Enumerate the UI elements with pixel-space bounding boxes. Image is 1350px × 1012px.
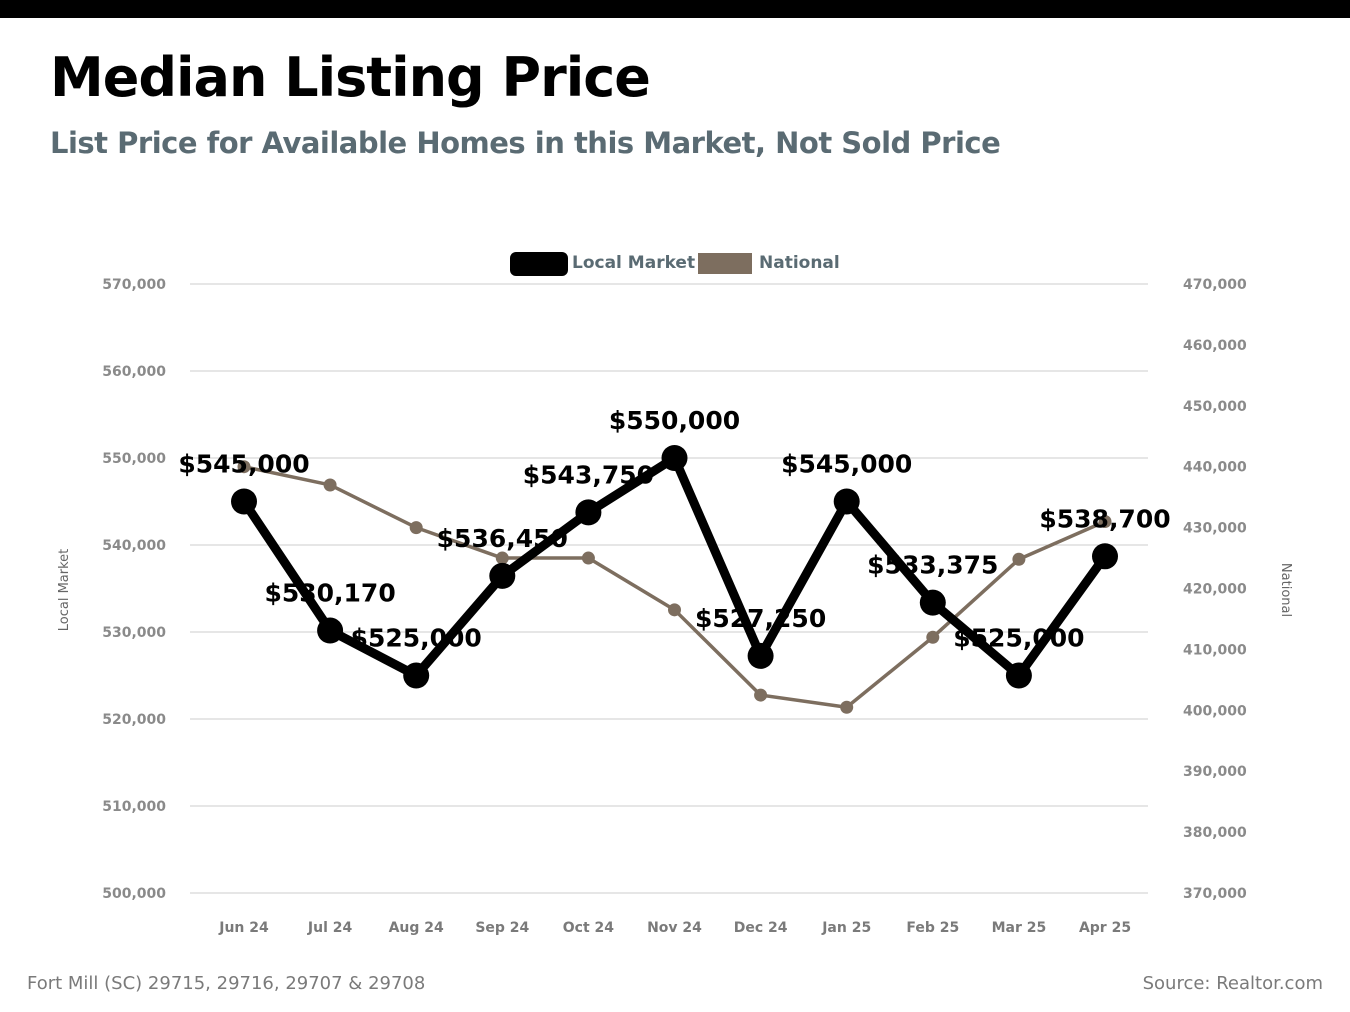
x-tick-label: Dec 24 — [734, 920, 788, 936]
x-tick-label: Oct 24 — [563, 920, 615, 936]
local-market-point — [1005, 662, 1032, 689]
chart-title: Median Listing Price — [50, 46, 651, 109]
x-tick-label: Aug 24 — [389, 920, 444, 936]
national-point — [840, 700, 854, 714]
local-market-series — [231, 445, 1118, 689]
national-series — [237, 460, 1112, 714]
chart-subtitle: List Price for Available Homes in this M… — [50, 126, 1001, 160]
y-right-tick-label: 400,000 — [1183, 703, 1247, 719]
data-labels: $545,000 $530,170 $525,000 $536,450 $543,750… — [178, 406, 1170, 653]
local-market-point — [747, 642, 774, 669]
y-left-tick-label: 550,000 — [102, 451, 166, 467]
national-point — [668, 603, 681, 617]
legend-swatch-national — [698, 253, 752, 274]
y-right-tick-label: 370,000 — [1183, 886, 1247, 902]
y-right-axis-title: National — [1278, 563, 1293, 617]
data-label: $530,170 — [264, 579, 395, 608]
y-left-axis-title: Local Market — [57, 549, 72, 632]
x-tick-label: Sep 24 — [475, 920, 529, 936]
legend: Local Market National — [510, 252, 840, 276]
x-tick-label: Feb 25 — [906, 920, 959, 936]
data-label: $545,000 — [781, 450, 912, 479]
national-point — [754, 688, 768, 702]
national-point — [409, 521, 423, 535]
national-point — [323, 478, 337, 492]
y-left-tick-label: 510,000 — [102, 799, 166, 815]
data-label: $550,000 — [609, 406, 740, 435]
local-market-point — [317, 617, 344, 644]
x-tick-label: Jul 24 — [307, 920, 353, 936]
y-right-tick-label: 470,000 — [1183, 277, 1247, 293]
y-right-tick-label: 380,000 — [1183, 825, 1247, 841]
data-label: $536,450 — [437, 524, 568, 553]
y-left-tick-label: 500,000 — [102, 886, 166, 902]
legend-label-national: National — [759, 253, 840, 273]
y-left-tick-label: 570,000 — [102, 277, 166, 293]
local-market-point — [661, 445, 688, 471]
local-market-point — [919, 589, 946, 616]
national-point — [237, 460, 251, 474]
data-label: $538,700 — [1039, 504, 1170, 533]
local-market-point — [833, 488, 860, 515]
y-left-tick-label: 560,000 — [102, 364, 166, 380]
y-right-tick-label: 430,000 — [1183, 521, 1247, 537]
y-left-tick-label: 520,000 — [102, 712, 166, 728]
national-point — [581, 551, 595, 565]
x-tick-label: Jun 24 — [218, 920, 269, 936]
x-tick-label: Apr 25 — [1079, 920, 1131, 936]
local-market-point — [575, 499, 602, 526]
local-market-point — [489, 562, 516, 589]
national-point — [1012, 552, 1026, 566]
y-right-tick-label: 420,000 — [1183, 582, 1247, 598]
legend-swatch-local-market — [510, 252, 568, 276]
x-tick-label: Jan 25 — [821, 920, 871, 936]
national-point — [495, 551, 509, 565]
data-label: $525,000 — [351, 624, 482, 653]
y-right-tick-label: 390,000 — [1183, 764, 1247, 780]
footer-source: Source: Realtor.com — [1142, 973, 1323, 994]
data-label: $525,000 — [953, 624, 1084, 653]
y-right-tick-label: 410,000 — [1183, 642, 1247, 658]
footer-area: Fort Mill (SC) 29715, 29716, 29707 & 297… — [27, 973, 426, 994]
data-label: $543,750 — [523, 460, 654, 489]
axes: 500,000 510,000 520,000 530,000 540,000 550,0… — [57, 277, 1293, 936]
data-label: $527,250 — [695, 604, 826, 633]
legend-label-local-market: Local Market — [572, 253, 695, 273]
y-right-tick-label: 450,000 — [1183, 399, 1247, 415]
y-right-tick-label: 440,000 — [1183, 460, 1247, 476]
national-point — [926, 630, 940, 644]
national-point — [1098, 515, 1112, 529]
local-market-point — [231, 488, 257, 515]
y-left-tick-label: 540,000 — [102, 538, 166, 554]
x-tick-label: Mar 25 — [992, 920, 1047, 936]
data-label: $533,375 — [867, 551, 998, 580]
local-market-point — [1092, 543, 1118, 570]
local-market-point — [403, 662, 430, 689]
y-right-tick-label: 460,000 — [1183, 338, 1247, 354]
x-tick-label: Nov 24 — [647, 920, 702, 936]
data-label: $545,000 — [178, 450, 309, 479]
y-left-tick-label: 530,000 — [102, 625, 166, 641]
top-bar — [0, 0, 1350, 18]
